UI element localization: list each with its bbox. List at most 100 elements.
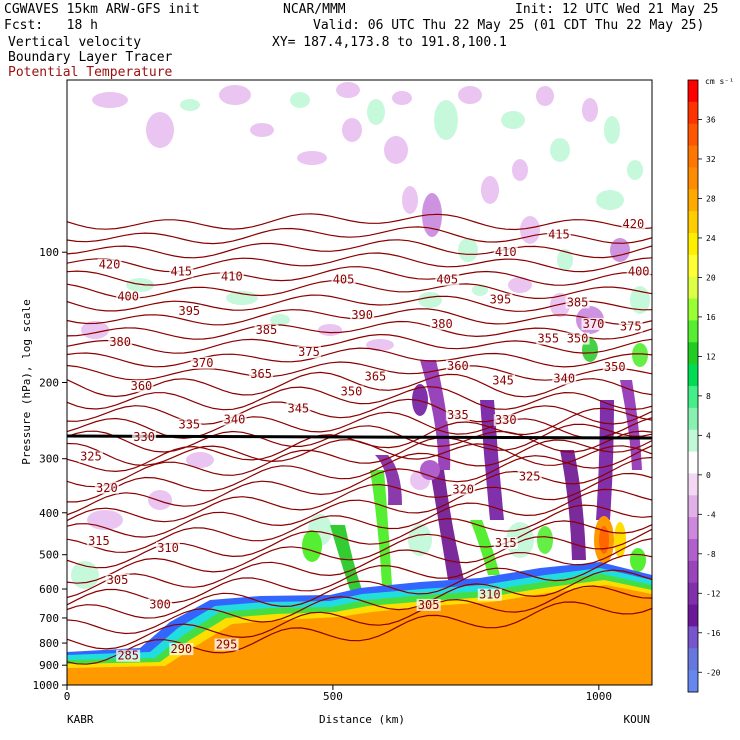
isentrope xyxy=(67,266,652,286)
theta-label: 325 xyxy=(519,469,541,483)
theta-label-bg xyxy=(78,450,103,463)
colorbar-swatch xyxy=(688,648,698,671)
theta-label: 400 xyxy=(117,290,139,304)
colorbar-frame xyxy=(687,79,699,693)
colorbar-swatch xyxy=(688,495,698,518)
theta-label: 390 xyxy=(351,308,373,322)
theta-label-bg xyxy=(94,481,119,494)
isentrope xyxy=(67,585,652,650)
theta-label: 315 xyxy=(495,536,517,550)
theta-label-bg xyxy=(129,380,154,393)
valid-time: Valid: 06 UTC Thu 22 May 25 (01 CDT Thu … xyxy=(313,18,705,33)
theta-label-bg xyxy=(222,413,247,426)
vertical-velocity-field: 420 415 410 405 400 395 390 385 380 375 370 365 360 3… xyxy=(67,82,652,685)
theta-label: 405 xyxy=(436,273,458,287)
theta-label: 300 xyxy=(149,597,171,611)
colorbar-label: -20 xyxy=(706,668,721,677)
theta-label-bg xyxy=(565,296,590,309)
init-time: Init: 12 UTC Wed 21 May 25 xyxy=(515,2,719,17)
theta-label-bg xyxy=(86,535,111,548)
theta-label-bg xyxy=(581,317,606,330)
y-tick-label: 800 xyxy=(39,637,59,650)
theta-label-bg xyxy=(618,320,643,333)
theta-label-bg xyxy=(493,414,518,427)
isentrope xyxy=(67,213,652,231)
theta-label-bg xyxy=(552,372,577,385)
isentrope xyxy=(67,347,652,368)
theta-label: 375 xyxy=(298,345,320,359)
x-tick-label: 500 xyxy=(323,690,343,703)
theta-label-bg xyxy=(565,332,590,345)
x-tick-label: 1000 xyxy=(586,690,613,703)
colorbar-swatch xyxy=(688,80,698,103)
theta-label: 305 xyxy=(418,598,440,612)
colorbar-swatch xyxy=(688,211,698,234)
endpoint-left: KABR xyxy=(67,713,94,726)
isentrope xyxy=(67,294,652,312)
theta-label-bg xyxy=(108,336,133,349)
isentrope xyxy=(67,520,652,584)
theta-label: 310 xyxy=(157,541,179,555)
colorbar-swatch xyxy=(688,473,698,496)
theta-label: 365 xyxy=(250,367,272,381)
isentrope xyxy=(67,386,652,411)
theta-label: 370 xyxy=(192,356,214,370)
theta-label-bg xyxy=(477,588,502,601)
theta-label: 330 xyxy=(133,430,155,444)
theta-label-bg xyxy=(97,258,122,271)
colorbar-swatch xyxy=(688,451,698,474)
theta-label: 340 xyxy=(224,412,246,426)
theta-label: 415 xyxy=(548,228,570,242)
theta-label-bg xyxy=(445,408,470,421)
theta-label: 395 xyxy=(178,304,200,318)
y-tick-label: 900 xyxy=(39,659,59,672)
isentrope xyxy=(67,425,652,453)
theta-label-bg xyxy=(363,370,388,383)
theta-label: 355 xyxy=(537,332,559,346)
y-tick-label: 1000 xyxy=(33,679,60,692)
colorbar-swatch xyxy=(688,560,698,584)
isentrope xyxy=(67,553,652,619)
theta-label: 285 xyxy=(117,649,139,663)
y-axis-title: Pressure (hPa), log scale xyxy=(20,299,33,465)
theta-label-bg xyxy=(339,385,364,398)
isentrope xyxy=(67,280,652,300)
theta-label-bg xyxy=(254,324,279,337)
y-tick-label: 400 xyxy=(39,507,59,520)
isentrope xyxy=(67,333,652,354)
theta-label: 420 xyxy=(623,217,645,231)
theta-label-bg xyxy=(331,273,356,286)
theta-label-bg xyxy=(602,360,627,373)
theta-label-bg xyxy=(116,649,141,662)
isentrope xyxy=(67,569,652,635)
x-axis: 0 500 1000 xyxy=(64,685,612,703)
tropopause-line xyxy=(67,434,652,440)
colorbar-label: 36 xyxy=(706,115,716,124)
field-potential-temperature: Potential Temperature xyxy=(8,65,173,80)
colorbar-label: -4 xyxy=(706,510,716,519)
y-tick-label: 600 xyxy=(39,583,59,596)
field-vertical-velocity: Vertical velocity xyxy=(8,35,142,50)
isentrope xyxy=(67,320,652,340)
theta-label: 290 xyxy=(170,642,192,656)
colorbar-label: 4 xyxy=(706,431,711,440)
theta-label: 350 xyxy=(604,360,626,374)
theta-label: 365 xyxy=(365,370,387,384)
isentrope xyxy=(67,488,652,553)
theta-label: 370 xyxy=(583,317,605,331)
colorbar-label: 16 xyxy=(706,313,716,322)
theta-label-bg xyxy=(626,265,651,278)
colorbar-swatch xyxy=(688,604,698,627)
theta-label-bg xyxy=(177,418,202,431)
colorbar-swatch xyxy=(688,101,698,125)
theta-label-bg xyxy=(621,218,646,231)
theta-label: 350 xyxy=(341,384,363,398)
theta-label: 350 xyxy=(567,332,589,346)
forecast-hour: Fcst: 18 h xyxy=(4,18,98,33)
theta-label: 345 xyxy=(287,401,309,415)
theta-label: 405 xyxy=(333,273,355,287)
isentrope xyxy=(67,528,652,599)
theta-label: 295 xyxy=(216,638,238,652)
theta-label: 410 xyxy=(221,269,243,283)
colorbar-swatch xyxy=(688,364,698,387)
